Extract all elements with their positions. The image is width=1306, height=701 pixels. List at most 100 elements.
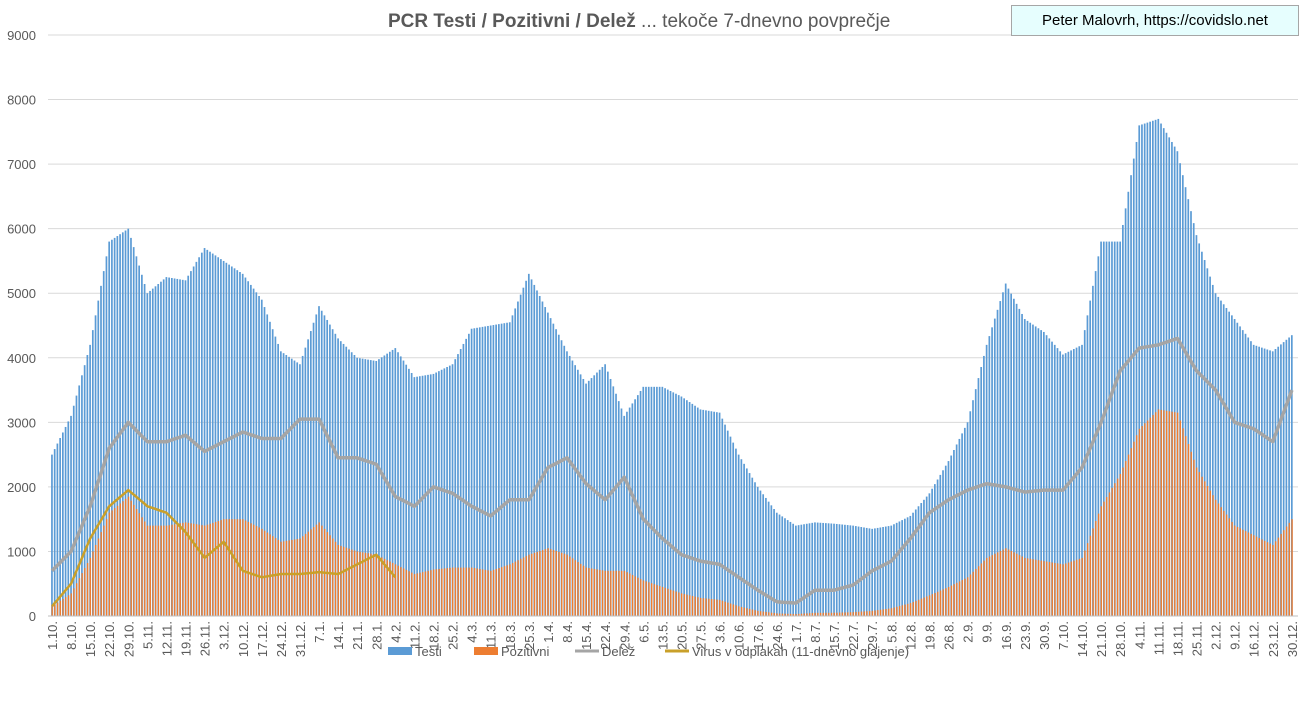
x-tick-label: 12.8. bbox=[903, 621, 918, 650]
bar-pozitivni bbox=[190, 523, 192, 616]
bar-pozitivni bbox=[389, 561, 391, 616]
bar-testi bbox=[394, 348, 397, 616]
y-tick-label: 2000 bbox=[7, 480, 36, 495]
bar-testi bbox=[489, 325, 492, 616]
bar-testi bbox=[1124, 208, 1127, 616]
bar-pozitivni bbox=[348, 548, 350, 616]
bar-pozitivni bbox=[490, 570, 492, 616]
bar-pozitivni bbox=[1138, 428, 1141, 616]
bar-testi bbox=[367, 359, 369, 616]
bar-pozitivni bbox=[1016, 553, 1018, 616]
bar-testi bbox=[1102, 241, 1105, 617]
bar-pozitivni bbox=[727, 602, 729, 616]
bar-pozitivni bbox=[1087, 543, 1089, 616]
bar-testi bbox=[816, 522, 819, 616]
bar-testi bbox=[991, 327, 993, 616]
bar-pozitivni bbox=[280, 541, 282, 616]
bar-testi bbox=[898, 521, 901, 616]
bar-testi bbox=[1094, 271, 1097, 616]
bar-testi bbox=[547, 312, 549, 616]
legend-swatch bbox=[388, 647, 412, 655]
bar-pozitivni bbox=[1212, 495, 1214, 616]
bar-pozitivni bbox=[958, 581, 961, 616]
bar-testi bbox=[1181, 175, 1184, 616]
bar-testi bbox=[1105, 241, 1108, 617]
bar-pozitivni bbox=[329, 535, 331, 616]
bar-testi bbox=[792, 523, 794, 616]
bar-testi bbox=[732, 442, 735, 616]
x-tick-label: 1.10. bbox=[45, 621, 60, 650]
bar-testi bbox=[247, 281, 249, 616]
bar-testi bbox=[495, 324, 497, 616]
bar-testi bbox=[184, 280, 187, 616]
bar-testi bbox=[770, 505, 773, 616]
bar-pozitivni bbox=[1010, 550, 1013, 616]
bar-pozitivni bbox=[383, 558, 386, 616]
bar-testi bbox=[947, 461, 950, 616]
bar-testi bbox=[530, 279, 533, 616]
bar-pozitivni bbox=[133, 504, 135, 616]
x-tick-label: 2.12. bbox=[1209, 621, 1224, 650]
bar-pozitivni bbox=[942, 589, 944, 616]
bar-pozitivni bbox=[656, 585, 658, 616]
bar-pozitivni bbox=[956, 582, 958, 616]
bar-testi bbox=[348, 349, 350, 616]
bar-pozitivni bbox=[291, 539, 293, 616]
bar-testi bbox=[726, 430, 729, 616]
bar-pozitivni bbox=[54, 604, 56, 616]
bar-testi bbox=[1002, 292, 1004, 616]
bar-pozitivni bbox=[517, 560, 519, 616]
bar-pozitivni bbox=[337, 544, 340, 616]
bar-testi bbox=[628, 407, 631, 616]
bar-pozitivni bbox=[1051, 562, 1053, 616]
bar-pozitivni bbox=[697, 597, 699, 616]
bar-pozitivni bbox=[999, 550, 1002, 616]
bar-testi bbox=[974, 389, 977, 616]
bar-pozitivni bbox=[563, 553, 566, 616]
bar-pozitivni bbox=[1187, 444, 1190, 616]
bar-testi bbox=[116, 236, 119, 617]
bar-testi bbox=[1072, 349, 1075, 616]
bar-pozitivni bbox=[694, 596, 696, 616]
bar-testi bbox=[1209, 276, 1211, 616]
bar-testi bbox=[533, 284, 536, 616]
bar-testi bbox=[1179, 163, 1181, 616]
bar-testi bbox=[1263, 348, 1266, 616]
bar-pozitivni bbox=[885, 608, 887, 616]
bar-pozitivni bbox=[1283, 530, 1285, 616]
bar-testi bbox=[1288, 337, 1290, 616]
bar-pozitivni bbox=[680, 593, 683, 616]
bar-testi bbox=[369, 360, 372, 616]
bar-pozitivni bbox=[59, 600, 62, 616]
bar-pozitivni bbox=[106, 519, 108, 616]
bar-testi bbox=[280, 351, 282, 616]
x-tick-label: 5.11. bbox=[140, 621, 155, 649]
bar-pozitivni bbox=[542, 550, 544, 616]
bar-pozitivni bbox=[877, 610, 879, 616]
bar-testi bbox=[271, 329, 274, 616]
bar-pozitivni bbox=[904, 604, 906, 616]
bar-testi bbox=[277, 343, 279, 616]
bar-pozitivni bbox=[781, 613, 784, 616]
bar-testi bbox=[958, 438, 961, 616]
bar-testi bbox=[1271, 351, 1274, 616]
bar-testi bbox=[457, 354, 459, 616]
bar-pozitivni bbox=[1092, 528, 1094, 616]
bar-testi bbox=[1089, 300, 1092, 616]
bar-testi bbox=[1154, 119, 1157, 616]
x-tick-label: 11.2. bbox=[407, 621, 422, 649]
bar-testi bbox=[612, 386, 615, 616]
bar-pozitivni bbox=[1057, 563, 1059, 616]
bar-testi bbox=[62, 432, 64, 616]
bar-testi bbox=[1171, 141, 1173, 616]
bar-testi bbox=[380, 357, 383, 616]
bar-pozitivni bbox=[373, 554, 375, 616]
bar-testi bbox=[361, 358, 364, 616]
bar-testi bbox=[890, 525, 893, 616]
legend-label: Pozitivni bbox=[501, 644, 550, 659]
bar-pozitivni bbox=[1127, 454, 1130, 616]
bar-testi bbox=[895, 522, 898, 616]
bar-pozitivni bbox=[522, 557, 525, 616]
bar-testi bbox=[484, 326, 487, 616]
bar-testi bbox=[1100, 241, 1102, 617]
